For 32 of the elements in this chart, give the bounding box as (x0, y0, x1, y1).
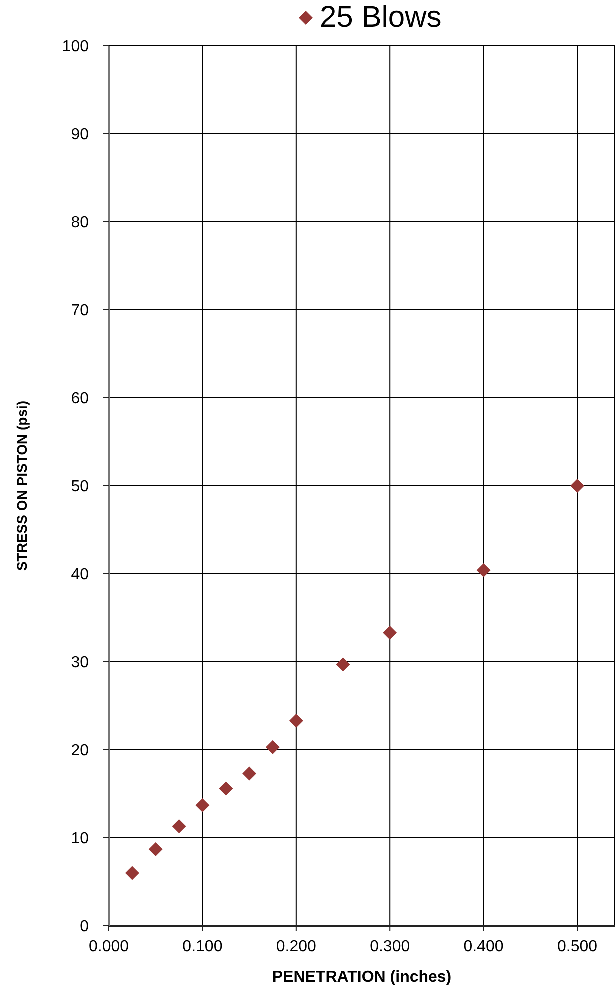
point (148, 842, 163, 856)
y-tick-label: 10 (71, 830, 90, 848)
x-tick-label: 0.000 (88, 938, 130, 956)
point (383, 626, 398, 640)
y-tick-label: 100 (62, 38, 90, 56)
y-tick-label: 30 (71, 654, 90, 672)
y-axis-title: STRESS ON PISTON (psi) (14, 400, 30, 572)
point (336, 658, 350, 672)
point (196, 798, 210, 812)
point (219, 782, 234, 796)
y-tick-label: 0 (80, 918, 90, 936)
x-tick-label: 0.200 (276, 938, 317, 956)
legend-label: 25 Blows (320, 0, 442, 36)
x-tick-label: 0.300 (370, 938, 410, 956)
y-tick-label: 90 (71, 126, 90, 144)
y-tick-label: 80 (71, 214, 90, 232)
point (172, 820, 186, 834)
x-tick-label: 0.100 (182, 938, 223, 956)
point (266, 740, 280, 754)
point (125, 866, 140, 880)
x-axis-title: PENETRATION (inches) (272, 969, 452, 986)
y-tick-label: 40 (71, 566, 90, 584)
x-tick-label: 0.500 (557, 938, 598, 956)
point (242, 766, 257, 781)
point (476, 563, 491, 578)
point (570, 479, 585, 493)
point (289, 714, 304, 728)
y-tick-label: 70 (71, 302, 90, 320)
y-tick-label: 20 (71, 742, 90, 760)
y-tick-label: 50 (71, 478, 90, 496)
y-tick-label: 60 (71, 390, 90, 408)
x-tick-label: 0.400 (464, 938, 504, 956)
